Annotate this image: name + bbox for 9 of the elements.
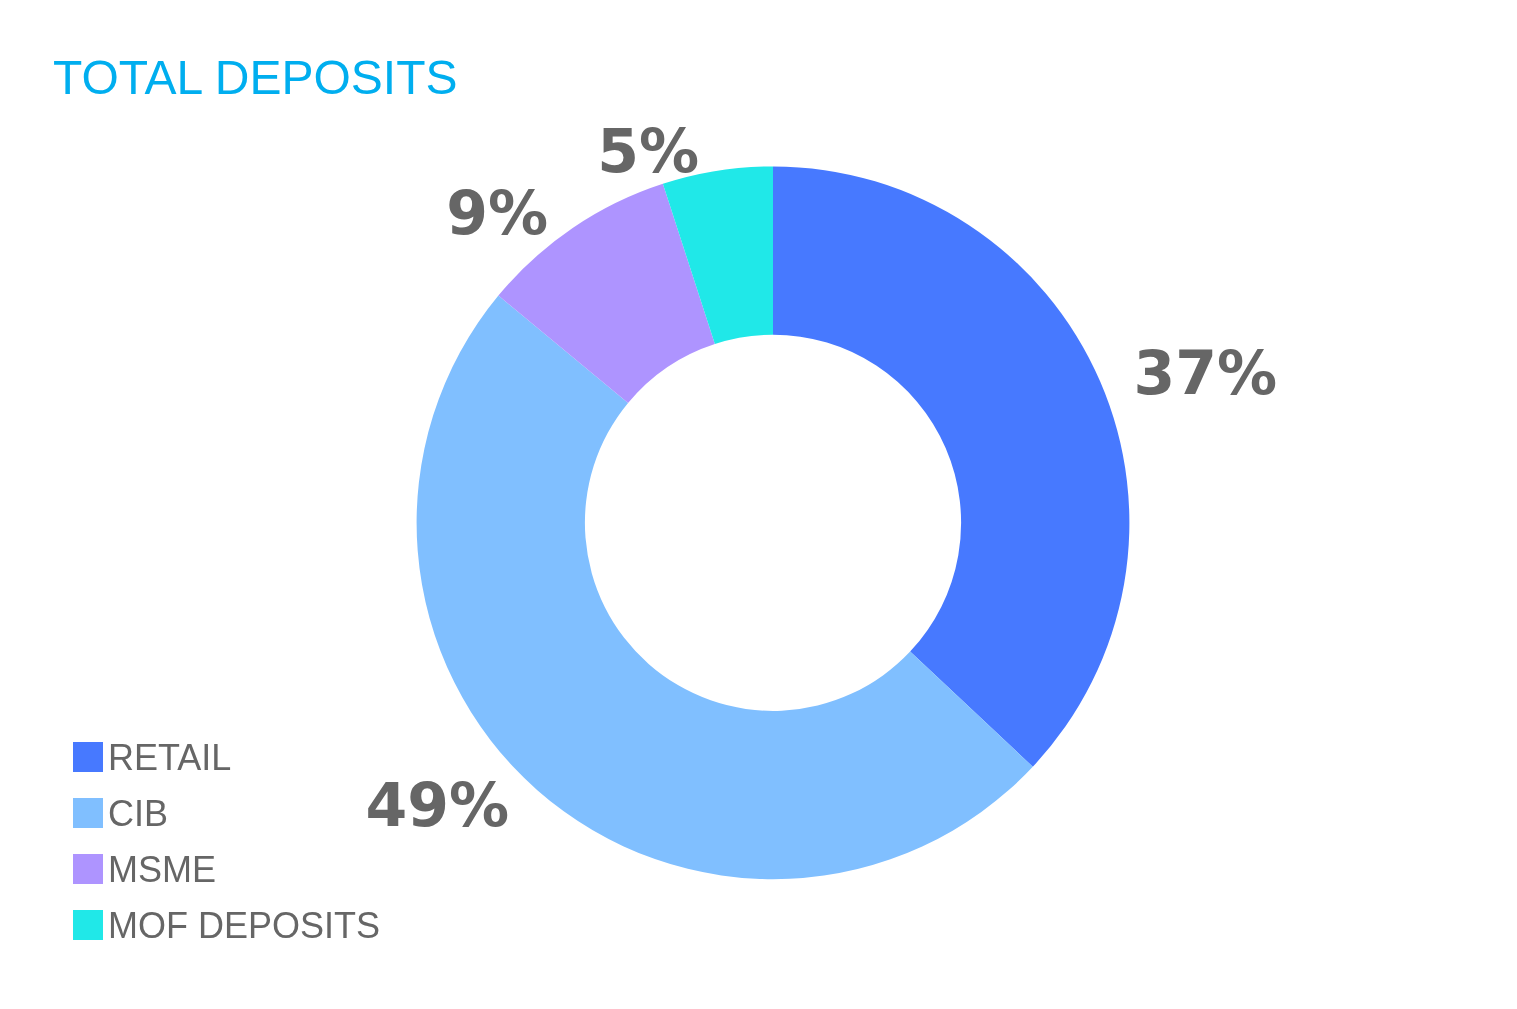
data-label: 37%	[1133, 338, 1278, 409]
data-label: 5%	[597, 116, 700, 187]
legend-label: RETAIL	[108, 736, 232, 778]
legend-label: MOF DEPOSITS	[108, 904, 381, 946]
chart-title: TOTAL DEPOSITS	[53, 50, 458, 104]
legend-label: CIB	[108, 792, 169, 834]
legend-label: MSME	[108, 848, 216, 890]
data-label: 49%	[365, 770, 510, 841]
data-label: 9%	[446, 178, 549, 249]
